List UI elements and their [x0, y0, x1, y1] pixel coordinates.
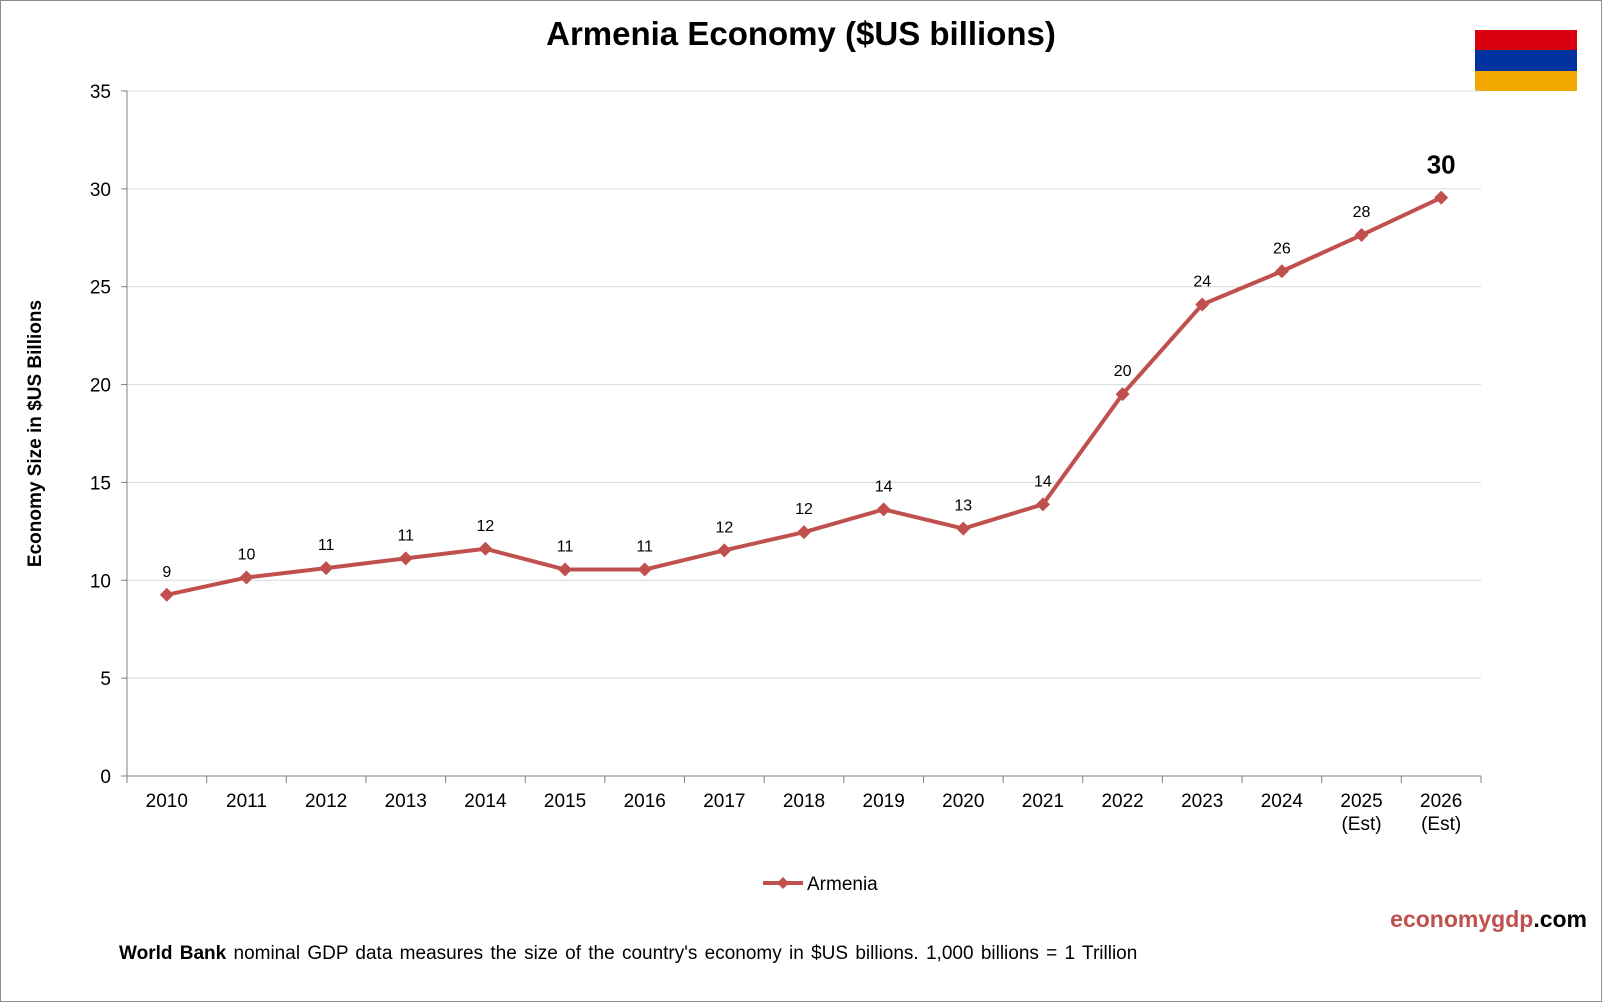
brand-part-com: .com [1533, 906, 1587, 932]
y-tick-label: 0 [100, 767, 111, 788]
y-tick-label: 10 [90, 571, 111, 592]
flag-stripe-blue [1475, 50, 1577, 71]
x-tick-label: 2011 [226, 791, 267, 812]
legend-label: Armenia [807, 874, 878, 895]
y-tick-label: 30 [90, 180, 111, 201]
x-tick-label: 2026 [1420, 791, 1462, 812]
data-label: 14 [875, 478, 893, 495]
data-label: 11 [636, 539, 653, 556]
data-point-marker [876, 502, 891, 517]
x-tick-label: (Est) [1341, 814, 1381, 835]
data-label: 9 [162, 564, 171, 581]
x-tick-label: 2019 [863, 791, 905, 812]
data-point-marker [1354, 228, 1369, 243]
brand-logo: economygdp.com [1390, 906, 1587, 933]
brand-part-economy: economy [1390, 906, 1492, 932]
x-tick-label: 2021 [1022, 791, 1064, 812]
data-label: 11 [318, 537, 335, 554]
x-tick-label: 2025 [1340, 791, 1382, 812]
y-tick-label: 20 [90, 376, 111, 397]
data-label: 14 [1034, 473, 1052, 490]
data-label: 28 [1353, 204, 1371, 221]
x-tick-label: (Est) [1421, 814, 1461, 835]
data-point-marker [319, 561, 334, 576]
x-tick-label: 2020 [942, 791, 984, 812]
y-tick-label: 25 [90, 278, 111, 299]
x-tick-label: 2024 [1261, 791, 1304, 812]
data-point-marker [1035, 497, 1050, 512]
data-point-marker [956, 521, 971, 536]
y-tick-label: 35 [90, 82, 111, 103]
data-point-marker [159, 587, 174, 602]
data-label: 11 [397, 527, 414, 544]
data-point-marker [797, 525, 811, 540]
data-point-marker [1195, 297, 1210, 312]
data-label: 12 [477, 518, 495, 535]
x-tick-label: 2015 [544, 791, 586, 812]
data-point-marker [717, 543, 732, 558]
data-label: 24 [1193, 274, 1211, 291]
x-tick-label: 2023 [1181, 791, 1223, 812]
x-tick-label: 2016 [624, 791, 666, 812]
data-label: 10 [238, 547, 256, 564]
data-point-marker [637, 562, 652, 577]
x-tick-label: 2010 [146, 791, 188, 812]
brand-part-gdp: gdp [1491, 906, 1534, 932]
data-point-marker [558, 562, 573, 577]
legend-marker [777, 877, 789, 889]
data-label: 13 [954, 498, 972, 515]
flag-stripe-orange [1475, 70, 1577, 91]
x-tick-label: 2014 [464, 791, 507, 812]
data-label: 26 [1273, 240, 1291, 257]
x-tick-label: 2012 [305, 791, 347, 812]
y-tick-label: 15 [90, 473, 111, 494]
footer-text: nominal GDP data measures the size of th… [226, 943, 1138, 964]
armenia-flag-icon [1475, 30, 1577, 91]
y-tick-label: 5 [100, 669, 111, 690]
x-tick-label: 2022 [1101, 791, 1143, 812]
chart-title: Armenia Economy ($US billions) [546, 15, 1056, 52]
data-label: 12 [795, 501, 813, 518]
data-label: 30 [1427, 150, 1456, 180]
data-label: 12 [715, 519, 733, 536]
footer-source: World Bank [119, 943, 227, 964]
data-point-marker [1115, 387, 1130, 402]
y-axis-label: Economy Size in $US Billions [25, 300, 46, 567]
data-point-marker [1274, 264, 1289, 279]
flag-stripe-red [1475, 30, 1577, 51]
x-tick-label: 2018 [783, 791, 825, 812]
data-label: 20 [1114, 363, 1132, 380]
data-label: 11 [557, 539, 574, 556]
x-tick-label: 2017 [703, 791, 745, 812]
data-point-marker [239, 570, 254, 585]
data-point-marker [398, 551, 413, 566]
x-tick-label: 2013 [385, 791, 427, 812]
data-point-marker [478, 541, 493, 556]
footer-note: World Bank nominal GDP data measures the… [119, 943, 1137, 965]
data-point-marker [1434, 190, 1449, 205]
